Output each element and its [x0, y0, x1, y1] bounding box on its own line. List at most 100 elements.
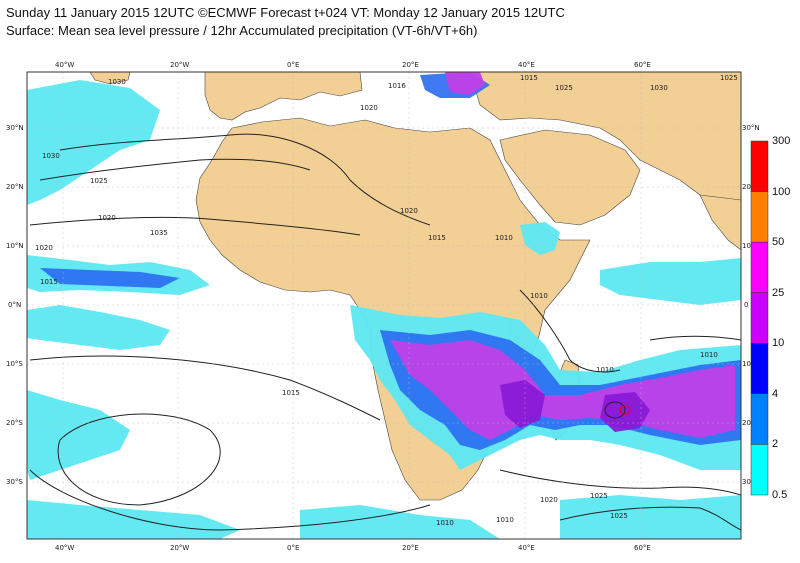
lon-labels-bottom: 40°W 20°W 0°E 20°E 40°E 60°E — [55, 544, 651, 552]
graticule — [27, 72, 741, 539]
lat-labels-right: 30°N 20 10 0 10 20 30 — [742, 124, 760, 486]
colorbar-level-label: 300 — [772, 135, 791, 147]
title-line-1: Sunday 11 January 2015 12UTC ©ECMWF Fore… — [6, 5, 565, 20]
land-north-island — [89, 72, 131, 85]
colorbar-swatch — [750, 343, 769, 395]
isobar-label: 1030 — [108, 78, 126, 86]
lat-label: 0°N — [8, 301, 21, 309]
lat-label: 20°S — [6, 419, 23, 427]
isobar-cyclone-ring-inner — [619, 405, 631, 415]
isobar-1020-indian — [499, 469, 741, 496]
isobar-label: 1015 — [428, 234, 446, 242]
isobar-labels: 1030 1030 1025 1020 1015 1015 1020 1025 … — [35, 74, 738, 527]
isobar-label: 1010 — [496, 516, 514, 524]
isobar-cyclone-ring — [604, 401, 626, 419]
precip-core-mozambique — [500, 380, 545, 428]
isobar-label: 1015 — [520, 74, 538, 82]
precip-heavy-north — [445, 72, 485, 95]
lat-label: 30°N — [742, 124, 760, 132]
lat-label: 20°N — [6, 183, 24, 191]
lon-label: 40°E — [518, 544, 535, 552]
isobar-1025 — [39, 158, 311, 181]
isobar-label: 1016 — [388, 82, 406, 90]
isobar-1010-indian-east — [649, 335, 741, 341]
lon-label: 0°E — [287, 544, 299, 552]
land-europe — [204, 72, 363, 121]
land-india — [699, 194, 741, 251]
precip-indian-ocean-south — [560, 495, 741, 539]
precip-east-africa — [520, 222, 560, 255]
lon-label: 20°E — [402, 61, 419, 69]
lon-labels-top: 40°W 20°W 0°E 20°E 40°E 60°E — [55, 61, 651, 69]
colorbar-level-label: 100 — [772, 185, 791, 198]
lon-label: 60°E — [634, 544, 651, 552]
isobar-label: 1030 — [650, 84, 668, 92]
isobars — [29, 133, 741, 531]
colorbar-swatch — [750, 191, 769, 243]
lat-labels-left: 30°N 20°N 10°N 0°N 10°S 20°S 30°S — [6, 124, 24, 486]
precip-equatorial-atlantic — [27, 305, 170, 350]
isobar-label: 1015 — [40, 278, 58, 286]
isobar-1010-east-africa — [519, 289, 621, 373]
isobar-label: 1030 — [42, 152, 60, 160]
isobar-high-south-atlantic — [57, 413, 221, 506]
lon-label: 0°E — [287, 61, 299, 69]
isobar-label: 1025 — [590, 492, 608, 500]
colorbar-swatch — [750, 241, 769, 293]
isobar-label: 1020 — [35, 244, 53, 252]
colorbar-swatch — [750, 393, 769, 445]
colorbar-level-label: 50 — [772, 236, 785, 249]
lat-label: 10 — [742, 360, 751, 368]
land-arabia — [499, 129, 641, 226]
lon-label: 20°W — [170, 544, 189, 552]
isobar-label: 1020 — [400, 207, 418, 215]
colorbar-swatch — [750, 292, 769, 344]
lat-label: 30 — [742, 478, 751, 486]
precip-south-atlantic — [27, 390, 130, 480]
isobar-label: 1025 — [90, 177, 108, 185]
lat-label: 10°N — [6, 242, 24, 250]
isobar-label: 1020 — [360, 104, 378, 112]
isobar-label: 1010 — [436, 519, 454, 527]
precipitation-field — [27, 72, 741, 539]
lat-label: 20 — [742, 419, 751, 427]
lat-label: 10°S — [6, 360, 23, 368]
lat-label: 20 — [742, 183, 751, 191]
lon-label: 20°E — [402, 544, 419, 552]
colorbar-swatch — [750, 140, 769, 192]
colorbar-level-label: 10 — [772, 337, 785, 350]
lon-label: 40°W — [55, 544, 74, 552]
isobar-label: 1035 — [150, 229, 168, 237]
lon-label: 20°W — [170, 61, 189, 69]
lat-label: 30°S — [6, 478, 23, 486]
lon-label: 40°E — [518, 61, 535, 69]
isobar-label: 1025 — [555, 84, 573, 92]
precip-north-atlantic — [27, 80, 160, 205]
isobar-label: 1020 — [98, 214, 116, 222]
lat-label: 0 — [744, 301, 748, 309]
isobar-label: 1010 — [596, 366, 614, 374]
isobar-1020-north — [59, 133, 431, 226]
isobar-label: 1010 — [530, 292, 548, 300]
colorbar-level-label: 2 — [772, 438, 779, 451]
isobar-label: 1020 — [540, 496, 558, 504]
lat-label: 30°N — [6, 124, 24, 132]
precip-southwest-atlantic — [27, 500, 240, 539]
precip-indian-ocean-north — [600, 258, 741, 305]
map-frame — [26, 71, 742, 540]
precip-heavy-central — [390, 340, 735, 440]
isobar-1020-mid — [29, 217, 361, 236]
lon-label: 40°W — [55, 61, 74, 69]
isobar-label: 1010 — [700, 351, 718, 359]
isobar-1025-indian — [559, 506, 741, 531]
title-line-2: Surface: Mean sea level pressure / 12hr … — [6, 23, 478, 38]
colorbar-level-label: 4 — [772, 387, 779, 400]
colorbar — [750, 140, 769, 496]
isobar-1015-south — [29, 469, 431, 531]
lon-label: 60°E — [634, 61, 651, 69]
isobar-label: 1015 — [282, 389, 300, 397]
isobar-label: 1025 — [610, 512, 628, 520]
colorbar-swatch — [750, 444, 769, 496]
isobar-1015-atlantic — [29, 355, 381, 421]
